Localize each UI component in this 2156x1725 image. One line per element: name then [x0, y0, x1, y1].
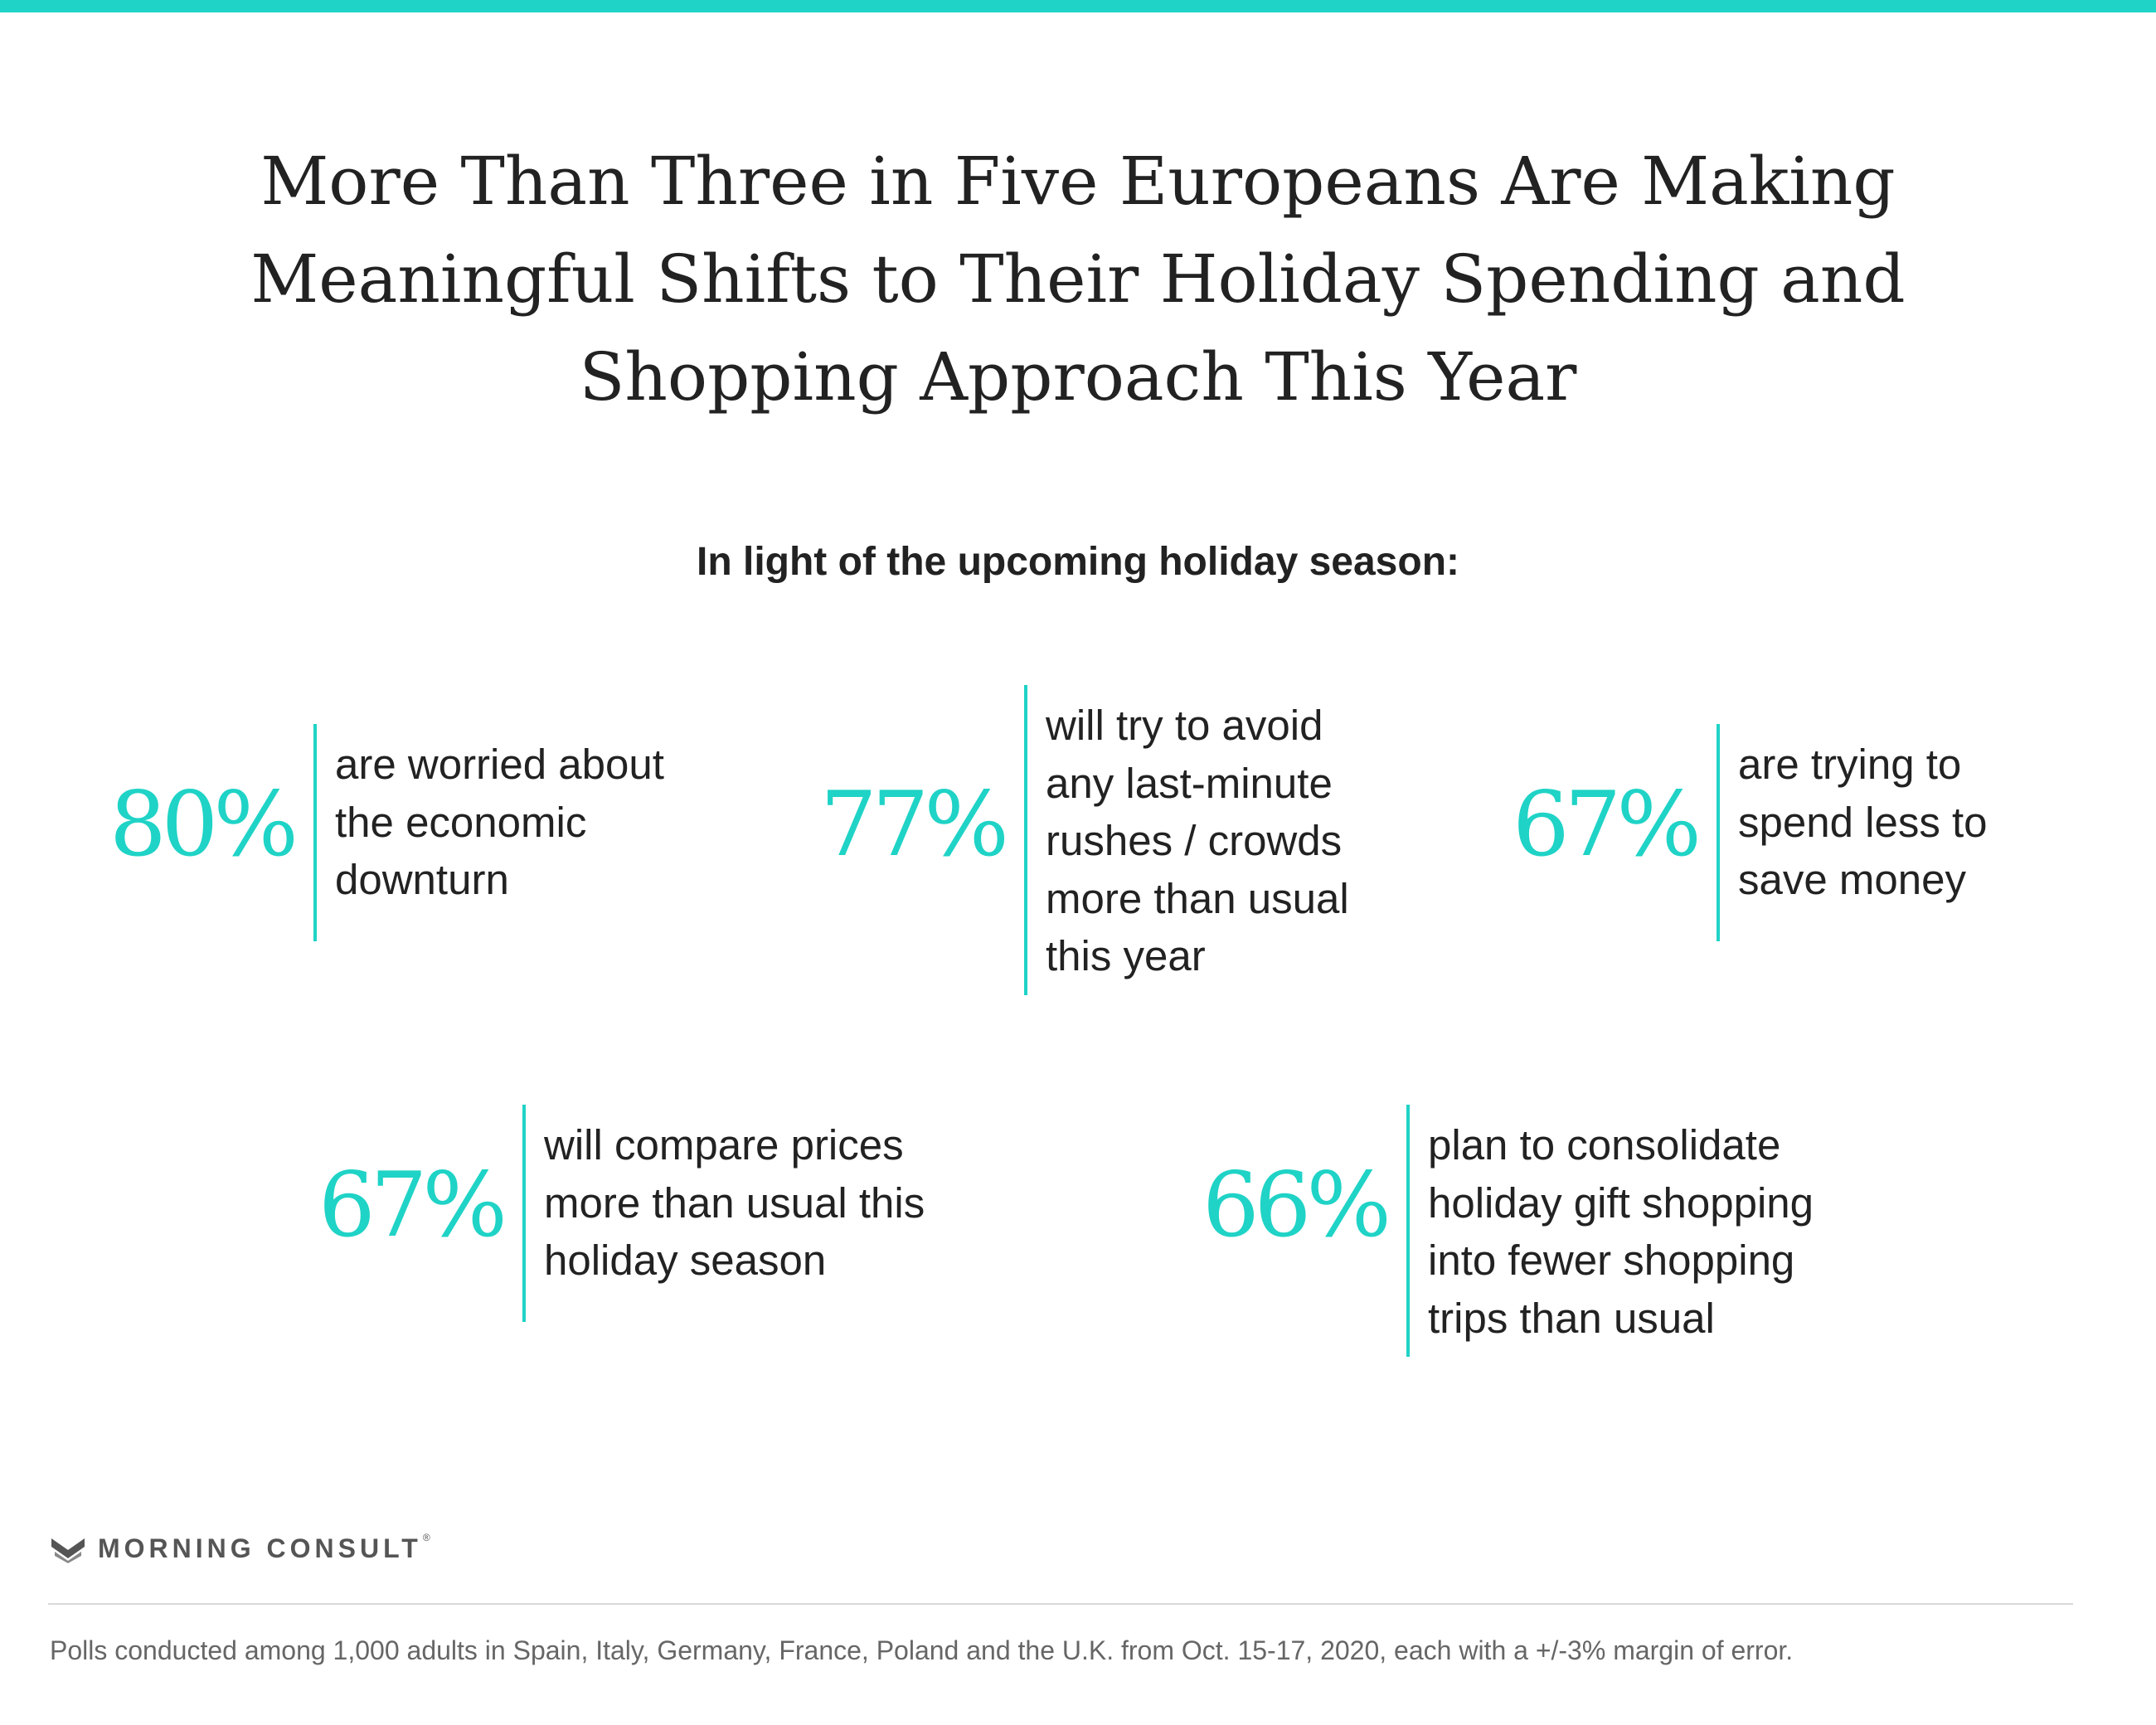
stat-description-line: spend less to	[1738, 798, 1988, 846]
brand-name: MORNING CONSULT	[98, 1533, 422, 1563]
stat-percentage: 67%	[318, 1154, 507, 1257]
stat-percentage: 66%	[1202, 1154, 1391, 1257]
stat-description-line: trips than usual	[1428, 1294, 1715, 1342]
methodology-footnote: Polls conducted among 1,000 adults in Sp…	[50, 1635, 1794, 1665]
stat-description: are trying to spend less to save money	[1738, 736, 1988, 909]
stat-description-line: any last-minute	[1046, 759, 1333, 807]
stat-description-line: will try to avoid	[1046, 702, 1323, 749]
stat-description-line: are trying to	[1738, 741, 1962, 788]
stat-percentage: 77%	[819, 773, 1009, 877]
stat-description: will try to avoid any last-minute rushes…	[1046, 697, 1349, 985]
title-line: Shopping Approach This Year	[579, 338, 1577, 415]
stat-description: are worried about the economic downturn	[335, 736, 664, 909]
stat-divider	[1024, 685, 1027, 995]
stat-percentage: 80%	[109, 773, 299, 877]
stat-description-line: downturn	[335, 856, 509, 903]
stat-description-line: are worried about	[335, 741, 664, 788]
stat-divider	[1717, 724, 1720, 941]
title-line: Meaningful Shifts to Their Holiday Spend…	[250, 241, 1906, 318]
stat-description-line: will compare prices	[544, 1121, 904, 1169]
stat-description-line: rushes / crowds	[1046, 817, 1343, 864]
stat-description-line: the economic	[335, 798, 587, 846]
stat-divider	[522, 1105, 526, 1322]
title-line: More Than Three in Five Europeans Are Ma…	[260, 143, 1896, 220]
stat-percentage: 67%	[1512, 773, 1702, 877]
registered-mark: ®	[422, 1532, 430, 1543]
stat-description: plan to consolidate holiday gift shoppin…	[1428, 1116, 1814, 1347]
stat-description-line: save money	[1738, 856, 1966, 903]
stat-divider	[313, 724, 317, 941]
page-title: More Than Three in Five Europeans Are Ma…	[166, 133, 1990, 426]
stat-description-line: holiday gift shopping	[1428, 1178, 1814, 1227]
stat-description-line: more than usual	[1046, 874, 1349, 922]
stat-description: will compare prices more than usual this…	[544, 1116, 925, 1290]
morning-consult-logo-icon	[51, 1538, 85, 1563]
stat-description-line: more than usual this	[544, 1178, 925, 1227]
stat-description-line: this year	[1046, 932, 1206, 979]
stat-divider	[1406, 1105, 1410, 1357]
top-accent-bar	[0, 0, 2156, 12]
subtitle: In light of the upcoming holiday season:	[696, 540, 1459, 584]
footer-divider	[48, 1603, 2073, 1605]
stat-description-line: holiday season	[544, 1237, 827, 1284]
brand-logo: MORNING CONSULT ®	[51, 1530, 430, 1567]
stat-description-line: into fewer shopping	[1428, 1237, 1795, 1284]
stat-description-line: plan to consolidate	[1428, 1121, 1781, 1169]
